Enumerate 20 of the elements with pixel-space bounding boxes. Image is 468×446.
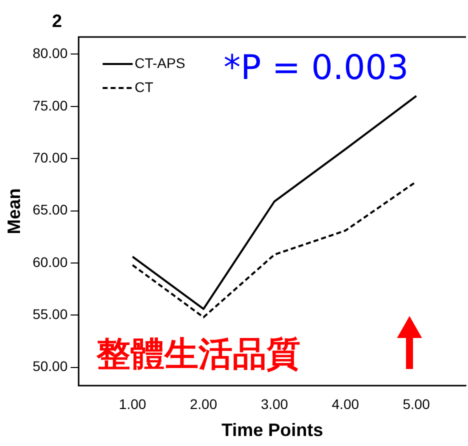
x-axis-title: Time Points [221, 420, 324, 440]
x-tick-label: 2.00 [190, 396, 218, 412]
legend-label: CT-APS [134, 54, 186, 71]
y-tick-label: 50.00 [32, 358, 68, 374]
annotation: *P = 0.003 [224, 48, 409, 88]
y-tick-label: 65.00 [32, 202, 68, 218]
annotation: 整體生活品質 [96, 336, 301, 374]
chart-title: 2 [52, 11, 62, 31]
y-tick-label: 60.00 [32, 254, 68, 270]
x-tick-label: 3.00 [260, 396, 288, 412]
x-tick-label: 5.00 [402, 396, 430, 412]
x-tick-label: 4.00 [332, 396, 360, 412]
line-series [132, 180, 418, 318]
y-axis-title: Mean [4, 188, 24, 234]
x-tick-label: 1.00 [118, 396, 146, 412]
y-tick-label: 80.00 [32, 45, 68, 62]
y-tick-label: 70.00 [32, 149, 68, 166]
y-tick-label: 55.00 [32, 306, 68, 322]
y-tick-label: 75.00 [32, 97, 68, 114]
legend-label: CT [134, 78, 154, 95]
